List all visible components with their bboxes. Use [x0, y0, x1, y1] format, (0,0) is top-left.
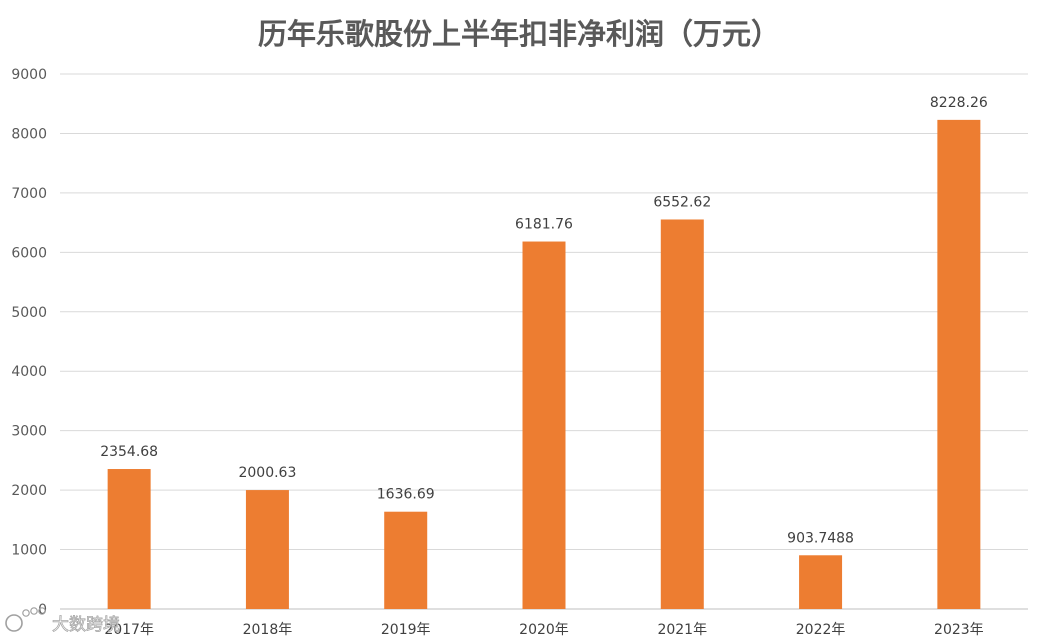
data-label: 1636.69 — [377, 487, 435, 503]
bar — [384, 511, 428, 609]
y-tick-label: 2000 — [11, 483, 47, 499]
y-tick-label: 4000 — [11, 364, 47, 380]
bar — [522, 241, 566, 609]
x-tick-label: 2018年 — [243, 622, 293, 638]
data-label: 6552.62 — [653, 194, 711, 210]
bar — [937, 119, 981, 609]
x-tick-label: 2017年 — [104, 622, 154, 638]
data-label: 6181.76 — [515, 217, 573, 233]
data-labels: 2354.68 2000.63 1636.69 6181.76 6552.62 903.7… — [100, 95, 988, 546]
y-tick-label: 3000 — [11, 424, 47, 440]
watermark-text: 大数跨境 — [52, 615, 120, 635]
x-tick-label: 2019年 — [381, 622, 431, 638]
bar — [245, 490, 289, 609]
x-tick-label: 2023年 — [934, 622, 984, 638]
chart-title: 历年乐歌股份上半年扣非净利润（万元） — [258, 17, 780, 51]
data-label: 903.7488 — [787, 530, 854, 546]
y-tick-label: 9000 — [11, 67, 47, 83]
y-tick-label: 5000 — [11, 305, 47, 321]
data-label: 8228.26 — [930, 95, 988, 111]
bar — [660, 219, 704, 609]
y-axis-ticks: 0 1000 2000 3000 4000 5000 6000 7000 8000 9000 — [11, 67, 47, 618]
watermark: 大数跨境 — [5, 607, 120, 635]
dashu-logo-icon — [5, 607, 46, 632]
bar — [799, 555, 843, 609]
y-tick-label: 0 — [38, 602, 47, 618]
x-tick-label: 2020年 — [519, 622, 569, 638]
x-tick-label: 2021年 — [657, 622, 707, 638]
y-tick-label: 6000 — [11, 245, 47, 261]
data-label: 2354.68 — [100, 444, 158, 460]
bars — [107, 119, 981, 609]
y-tick-label: 1000 — [11, 543, 47, 559]
x-axis-ticks: 2017年 2018年 2019年 2020年 2021年 2022年 2023年 — [104, 622, 983, 638]
data-label: 2000.63 — [238, 465, 296, 481]
y-tick-label: 7000 — [11, 186, 47, 202]
y-tick-label: 8000 — [11, 126, 47, 142]
x-tick-label: 2022年 — [796, 622, 846, 638]
bar — [107, 469, 151, 609]
